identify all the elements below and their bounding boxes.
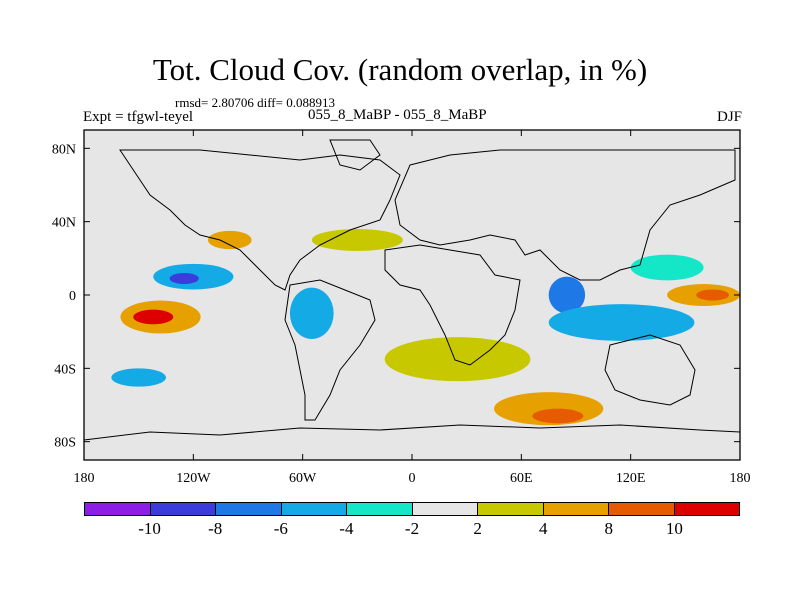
x-tick-label: 60W (289, 471, 317, 486)
x-tick-label: 0 (409, 471, 416, 486)
experiment-label: Expt = tfgwl-teyel (83, 109, 194, 125)
anomaly-region-1 (133, 309, 174, 325)
x-tick-label: 180 (730, 471, 751, 486)
colorbar-label: 8 (604, 519, 614, 538)
anomaly-region-10 (548, 276, 586, 314)
coast-greenland (329, 139, 381, 171)
colorbar-box-8 (609, 503, 675, 515)
colorbar (84, 502, 740, 516)
colorbar-box-0 (85, 503, 151, 515)
season-label: DJF (716, 109, 742, 125)
colorbar-label: 10 (665, 519, 683, 538)
anomaly-region-5 (532, 408, 584, 424)
anomaly-region-14 (311, 229, 403, 251)
colorbar-box-2 (216, 503, 282, 515)
anomaly-region-12 (630, 254, 704, 281)
coast-africa (384, 244, 521, 366)
coast-south-america (284, 279, 376, 421)
colorbar-box-9 (674, 503, 739, 515)
x-tick-label: 120E (616, 471, 646, 486)
anomaly-field (111, 229, 740, 426)
colorbar-label: -4 (339, 519, 354, 538)
colorbar-box-3 (281, 503, 347, 515)
anomaly-region-3 (696, 289, 730, 301)
y-tick-label: 80N (52, 142, 76, 157)
anomaly-region-9 (289, 287, 334, 340)
colorbar-box-7 (543, 503, 609, 515)
colorbar-box-6 (478, 503, 544, 515)
y-tick-label: 40N (52, 216, 76, 231)
colorbar-box-5 (412, 503, 478, 515)
colorbar-label: 2 (473, 519, 482, 538)
colorbar-label: -6 (273, 519, 288, 538)
anomaly-region-11 (548, 304, 695, 341)
colorbar-label: -2 (404, 519, 420, 538)
colorbar-box-4 (347, 503, 413, 515)
x-tick-label: 60E (510, 471, 533, 486)
y-tick-label: 80S (54, 436, 76, 451)
colorbar-box-1 (150, 503, 216, 515)
plot-title: Tot. Cloud Cov. (random overlap, in %) (152, 52, 648, 87)
coast-eurasia (394, 149, 736, 281)
map-background (84, 130, 740, 460)
anomaly-region-8 (169, 273, 199, 284)
x-tick-label: 180 (74, 471, 95, 486)
y-tick-label: 0 (69, 289, 76, 304)
anomaly-region-6 (207, 230, 252, 250)
anomaly-region-13 (111, 368, 166, 387)
y-axis: 80N 40N 0 40S 80S (52, 142, 740, 451)
coast-antarctica (84, 424, 740, 441)
stats-text: rmsd= 2.80706 diff= 0.088913 (175, 95, 335, 110)
coast-north-america (119, 149, 401, 291)
colorbar-label: 4 (538, 519, 548, 538)
coastlines (84, 139, 740, 441)
coast-australia (604, 334, 696, 406)
colorbar-label: -8 (208, 519, 223, 538)
x-tick-label: 120W (176, 471, 211, 486)
anomaly-region-15 (384, 337, 531, 382)
colorbar-label: -10 (138, 519, 161, 538)
y-tick-label: 40S (54, 362, 76, 377)
x-axis: 180 120W 60W 0 60E 120E 180 (74, 130, 751, 486)
cases-label: 055_8_MaBP - 055_8_MaBP (308, 107, 487, 123)
